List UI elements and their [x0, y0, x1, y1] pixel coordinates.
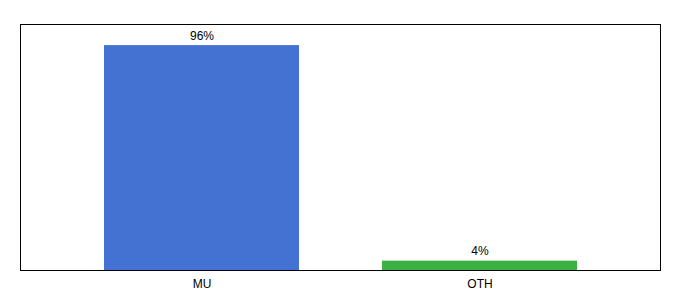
svg-text:OTH: OTH: [467, 277, 492, 291]
svg-text:4%: 4%: [471, 244, 489, 258]
svg-text:MU: MU: [193, 277, 212, 291]
svg-text:96%: 96%: [190, 29, 214, 43]
